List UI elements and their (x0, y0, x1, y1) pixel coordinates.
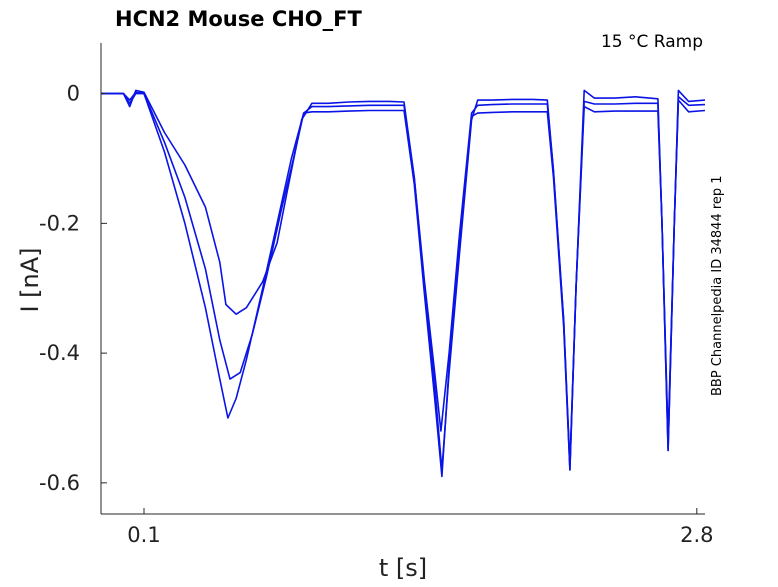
y-tick-label-4: -0.6 (39, 471, 80, 495)
y-tick-label-1: 0 (67, 82, 80, 106)
x-axis-label: t [s] (379, 554, 427, 582)
trace-line-1 (101, 89, 706, 471)
y-tick-label-2: -0.2 (39, 211, 80, 235)
x-tick-label-1: 0.1 (127, 523, 160, 547)
x-tick-group: 0.1 2.8 (127, 508, 714, 547)
trace-line-3 (101, 92, 706, 478)
trace-group (101, 89, 706, 478)
condition-annotation: 15 °C Ramp (601, 32, 703, 52)
chart-title: HCN2 Mouse CHO_FT (115, 7, 362, 31)
source-id-note: BBP Channelpedia ID 34844 rep 1 (710, 175, 725, 396)
x-tick-label-2: 2.8 (680, 523, 713, 547)
trace-line-2 (101, 91, 706, 465)
y-tick-label-3: -0.4 (39, 341, 80, 365)
y-axis-label: I [nA] (16, 247, 44, 312)
y-tick-group: 0 -0.2 -0.4 -0.6 (39, 82, 107, 495)
